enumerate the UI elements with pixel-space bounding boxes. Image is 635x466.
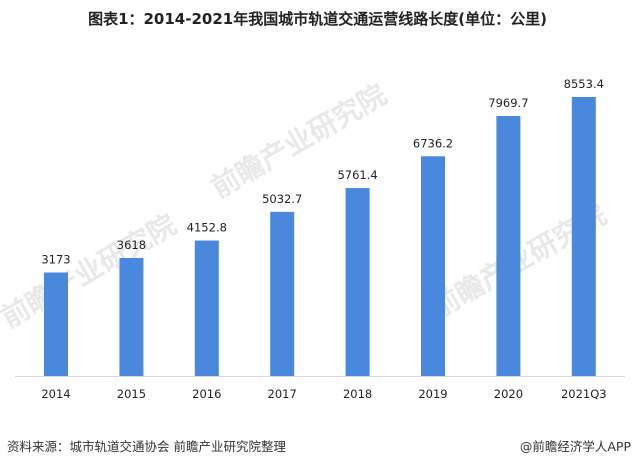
bar bbox=[44, 272, 68, 376]
data-label: 5032.7 bbox=[262, 192, 302, 206]
bar bbox=[421, 156, 445, 376]
data-label: 3618 bbox=[117, 238, 146, 252]
x-tick-label: 2019 bbox=[418, 387, 447, 401]
bar bbox=[345, 188, 370, 376]
x-tick-label: 2014 bbox=[41, 387, 70, 401]
data-label: 7969.7 bbox=[488, 96, 528, 110]
bar bbox=[119, 257, 144, 376]
brand-label: @前瞻经济学人APP bbox=[519, 439, 631, 454]
data-label: 3173 bbox=[41, 253, 70, 267]
data-label: 6736.2 bbox=[413, 136, 453, 150]
bar bbox=[571, 97, 596, 376]
x-tick-label: 2016 bbox=[192, 387, 221, 401]
x-tick-label: 2020 bbox=[494, 387, 523, 401]
bar bbox=[194, 240, 219, 376]
x-tick-label: 2018 bbox=[343, 387, 372, 401]
bar bbox=[270, 211, 295, 376]
source-note: 资料来源：城市轨道交通协会 前瞻产业研究院整理 bbox=[7, 439, 286, 454]
bar bbox=[496, 116, 521, 376]
data-label: 5761.4 bbox=[337, 168, 377, 182]
x-tick-label: 2015 bbox=[117, 387, 146, 401]
x-tick-label: 2017 bbox=[268, 387, 297, 401]
x-tick-label: 2021Q3 bbox=[561, 387, 607, 401]
chart-title: 图表1：2014-2021年我国城市轨道交通运营线路长度(单位：公里) bbox=[88, 10, 547, 28]
data-label: 8553.4 bbox=[564, 77, 604, 91]
data-label: 4152.8 bbox=[187, 221, 227, 235]
